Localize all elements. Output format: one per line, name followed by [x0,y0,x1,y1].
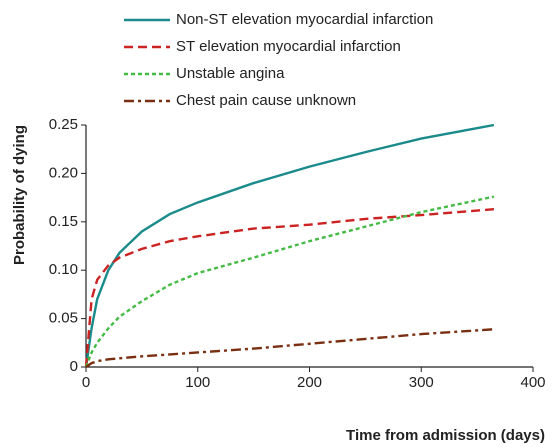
y-tick-label: 0.20 [49,164,78,181]
y-axis-title: Probability of dying [11,125,28,265]
series-line [85,328,494,368]
legend-label: ST elevation myocardial infarction [176,38,401,55]
x-tick-label: 0 [82,374,90,391]
series-line [84,195,495,368]
x-tick-label: 300 [409,374,434,391]
x-tick-label: 400 [520,374,545,391]
y-tick-label: 0 [70,358,78,375]
series-line [84,123,495,368]
x-tick-label: 100 [185,374,210,391]
y-tick-label: 0.10 [49,261,78,278]
series-line [84,208,494,368]
x-axis-title: Time from admission (days) [346,427,545,444]
legend-label: Unstable angina [176,65,285,82]
y-tick-label: 0.25 [49,116,78,133]
legend-label: Non-ST elevation myocardial infarction [176,11,433,28]
y-tick-label: 0.05 [49,310,78,327]
x-tick-label: 200 [297,374,322,391]
y-tick-label: 0.15 [49,213,78,230]
legend-label: Chest pain cause unknown [176,92,356,109]
